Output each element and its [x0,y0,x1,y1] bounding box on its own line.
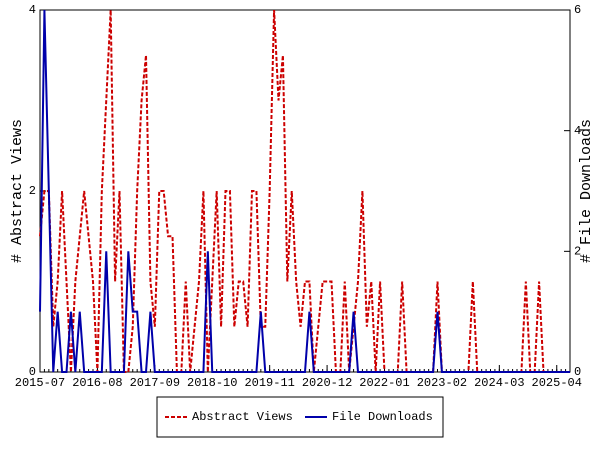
x-tick-label: 2018-10 [187,376,237,390]
y-axis-label: # Abstract Views [9,119,26,263]
y-tick-label: 4 [29,3,36,17]
y2-tick-label: 0 [574,365,581,379]
y2-axis-label: # File Downloads [578,119,595,263]
y-tick-label: 2 [29,184,36,198]
x-tick-label: 2025-04 [532,376,582,390]
y2-tick-label: 2 [574,245,581,259]
y2-tick-label: 4 [574,124,581,138]
x-tick-label: 2015-07 [15,376,65,390]
x-tick-label: 2023-02 [417,376,467,390]
legend-box [156,396,444,438]
y2-tick-label: 6 [574,3,581,17]
y-tick-label: 0 [29,365,36,379]
legend-label: Abstract Views [192,410,293,424]
x-tick-label: 2017-09 [130,376,180,390]
x-tick-label: 2022-01 [359,376,409,390]
legend-label: File Downloads [332,410,433,424]
x-tick-label: 2020-12 [302,376,352,390]
series-line [39,9,570,373]
x-tick-label: 2019-11 [244,376,294,390]
x-tick-label: 2016-08 [72,376,122,390]
series-line [39,9,570,373]
x-tick-label: 2024-03 [474,376,524,390]
